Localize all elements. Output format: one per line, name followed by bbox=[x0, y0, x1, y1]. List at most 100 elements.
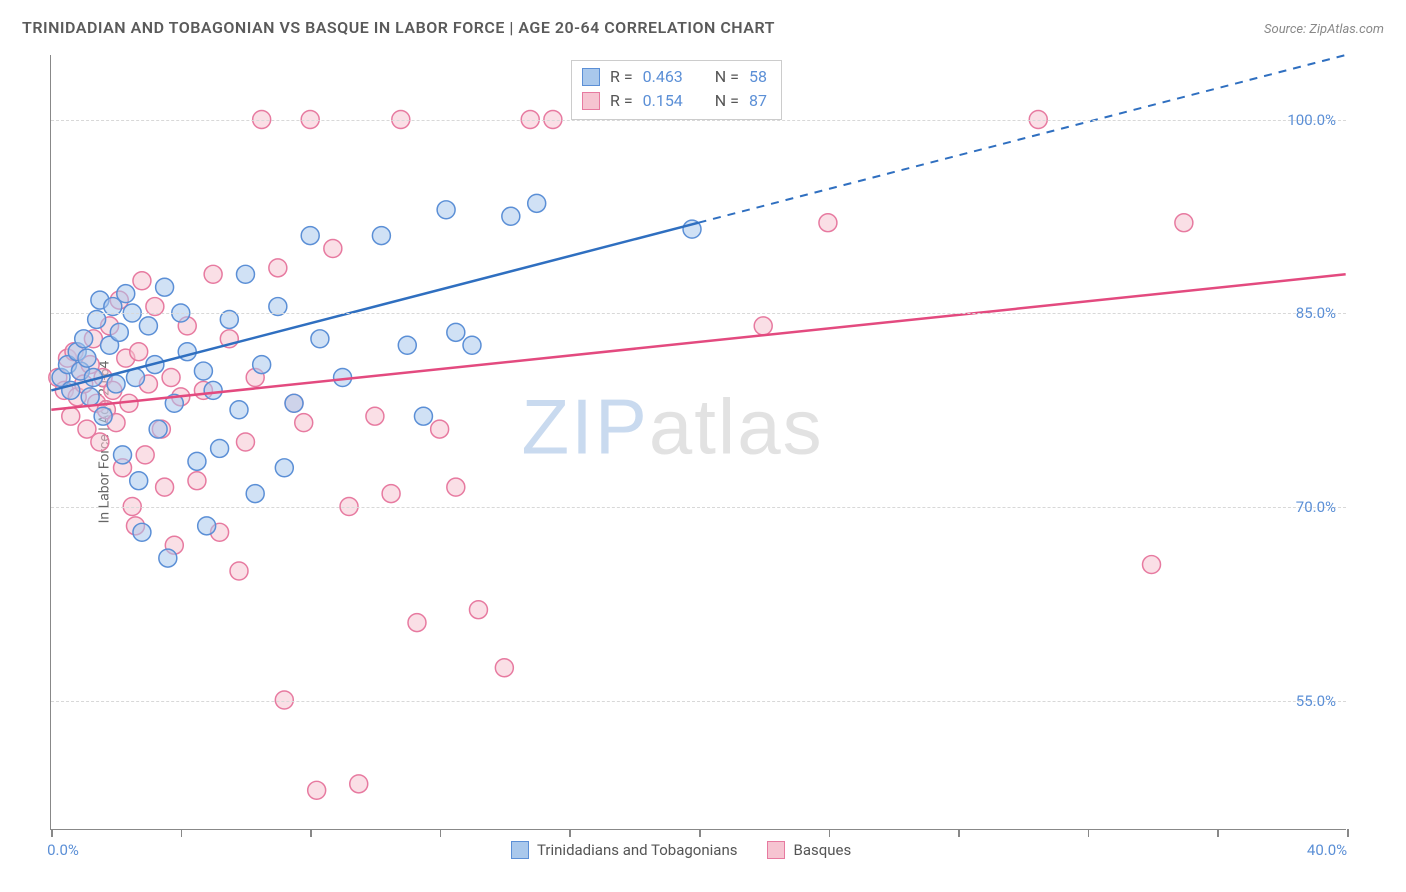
data-point bbox=[159, 549, 177, 567]
y-tick-label: 55.0% bbox=[1296, 692, 1336, 710]
data-point bbox=[117, 285, 135, 303]
data-point bbox=[75, 330, 93, 348]
data-point bbox=[246, 485, 264, 503]
data-point bbox=[382, 485, 400, 503]
x-tick-mark bbox=[440, 829, 442, 837]
data-point bbox=[431, 420, 449, 438]
x-tick-mark bbox=[699, 829, 701, 837]
legend-item: Trinidadians and Tobagonians bbox=[511, 841, 737, 859]
stats-row: R = 0.154N = 87 bbox=[582, 89, 767, 113]
data-point bbox=[528, 194, 546, 212]
regression-line bbox=[51, 274, 1345, 409]
data-point bbox=[162, 369, 180, 387]
data-point bbox=[62, 407, 80, 425]
legend-swatch bbox=[582, 92, 600, 110]
x-tick-mark bbox=[181, 829, 183, 837]
data-point bbox=[136, 446, 154, 464]
data-point bbox=[366, 407, 384, 425]
data-point bbox=[398, 336, 416, 354]
data-point bbox=[236, 433, 254, 451]
data-point bbox=[194, 362, 212, 380]
data-point bbox=[188, 452, 206, 470]
data-point bbox=[269, 259, 287, 277]
data-point bbox=[204, 265, 222, 283]
data-point bbox=[236, 265, 254, 283]
data-point bbox=[94, 407, 112, 425]
data-point bbox=[211, 439, 229, 457]
data-point bbox=[295, 414, 313, 432]
data-point bbox=[414, 407, 432, 425]
x-tick-mark bbox=[829, 829, 831, 837]
x-tick-mark bbox=[310, 829, 312, 837]
data-point bbox=[311, 330, 329, 348]
x-tick-mark bbox=[51, 829, 53, 837]
gridline bbox=[51, 701, 1346, 702]
data-point bbox=[469, 601, 487, 619]
x-tick-label: 40.0% bbox=[1307, 841, 1347, 859]
stat-n-label: N = bbox=[715, 65, 739, 89]
stats-legend-box: R = 0.463N = 58R = 0.154N = 87 bbox=[571, 60, 782, 120]
data-point bbox=[107, 375, 125, 393]
legend-swatch bbox=[511, 841, 529, 859]
stats-row: R = 0.463N = 58 bbox=[582, 65, 767, 89]
data-point bbox=[350, 775, 368, 793]
data-point bbox=[204, 381, 222, 399]
x-tick-mark bbox=[569, 829, 571, 837]
data-point bbox=[91, 433, 109, 451]
data-point bbox=[156, 278, 174, 296]
plot-area: In Labor Force | Age 20-64 ZIPatlas R = … bbox=[50, 55, 1346, 830]
y-tick-label: 100.0% bbox=[1287, 111, 1336, 129]
data-point bbox=[130, 472, 148, 490]
data-point bbox=[149, 420, 167, 438]
data-point bbox=[1175, 214, 1193, 232]
data-point bbox=[198, 517, 216, 535]
x-tick-mark bbox=[1088, 829, 1090, 837]
x-tick-mark bbox=[1217, 829, 1219, 837]
bottom-legend: Trinidadians and Tobagonians Basques bbox=[511, 841, 851, 859]
legend-label: Trinidadians and Tobagonians bbox=[537, 841, 737, 859]
data-point bbox=[819, 214, 837, 232]
stat-n-value: 87 bbox=[749, 89, 767, 113]
data-point bbox=[114, 446, 132, 464]
y-tick-label: 70.0% bbox=[1296, 498, 1336, 516]
scatter-svg bbox=[51, 55, 1346, 829]
y-tick-label: 85.0% bbox=[1296, 304, 1336, 322]
stat-n-value: 58 bbox=[749, 65, 767, 89]
data-point bbox=[495, 659, 513, 677]
data-point bbox=[324, 240, 342, 258]
chart-title: TRINIDADIAN AND TOBAGONIAN VS BASQUE IN … bbox=[22, 18, 775, 37]
data-point bbox=[230, 562, 248, 580]
stat-r-label: R = bbox=[610, 65, 633, 89]
legend-item: Basques bbox=[767, 841, 851, 859]
data-point bbox=[308, 781, 326, 799]
source-attribution: Source: ZipAtlas.com bbox=[1264, 22, 1384, 37]
gridline bbox=[51, 120, 1346, 121]
data-point bbox=[447, 478, 465, 496]
data-point bbox=[301, 227, 319, 245]
data-point bbox=[139, 317, 157, 335]
data-point bbox=[463, 336, 481, 354]
data-point bbox=[156, 478, 174, 496]
data-point bbox=[230, 401, 248, 419]
data-point bbox=[275, 459, 293, 477]
data-point bbox=[81, 388, 99, 406]
data-point bbox=[1143, 556, 1161, 574]
data-point bbox=[133, 523, 151, 541]
data-point bbox=[372, 227, 390, 245]
gridline bbox=[51, 313, 1346, 314]
data-point bbox=[437, 201, 455, 219]
data-point bbox=[188, 472, 206, 490]
gridline bbox=[51, 507, 1346, 508]
data-point bbox=[253, 356, 271, 374]
stat-r-value: 0.154 bbox=[643, 89, 683, 113]
stat-r-label: R = bbox=[610, 89, 633, 113]
regression-line-dashed bbox=[699, 55, 1346, 223]
data-point bbox=[447, 323, 465, 341]
x-tick-mark bbox=[958, 829, 960, 837]
x-tick-mark bbox=[1347, 829, 1349, 837]
legend-swatch bbox=[767, 841, 785, 859]
legend-label: Basques bbox=[793, 841, 851, 859]
data-point bbox=[133, 272, 151, 290]
data-point bbox=[408, 614, 426, 632]
data-point bbox=[130, 343, 148, 361]
